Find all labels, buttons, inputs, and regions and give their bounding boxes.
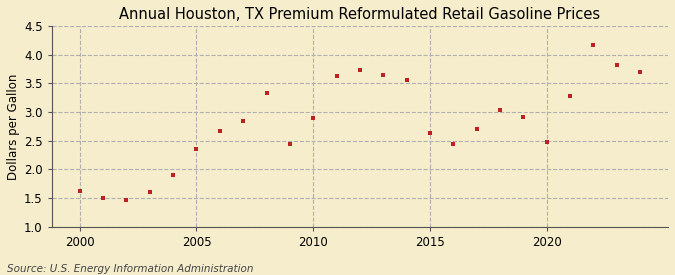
Point — [354, 68, 365, 72]
Point — [541, 140, 552, 145]
Point — [378, 73, 389, 77]
Point — [261, 91, 272, 95]
Point — [308, 116, 319, 120]
Point — [448, 142, 459, 146]
Point — [401, 78, 412, 82]
Point — [238, 119, 248, 123]
Point — [215, 129, 225, 133]
Point — [331, 74, 342, 79]
Point — [168, 172, 179, 177]
Point — [634, 70, 645, 74]
Y-axis label: Dollars per Gallon: Dollars per Gallon — [7, 73, 20, 180]
Text: Source: U.S. Energy Information Administration: Source: U.S. Energy Information Administ… — [7, 264, 253, 274]
Point — [144, 190, 155, 194]
Point — [564, 94, 575, 99]
Point — [284, 141, 295, 146]
Point — [74, 189, 85, 193]
Point — [471, 127, 482, 131]
Title: Annual Houston, TX Premium Reformulated Retail Gasoline Prices: Annual Houston, TX Premium Reformulated … — [119, 7, 601, 22]
Point — [425, 131, 435, 135]
Point — [495, 108, 506, 112]
Point — [518, 115, 529, 119]
Point — [98, 195, 109, 200]
Point — [612, 63, 622, 67]
Point — [121, 198, 132, 202]
Point — [588, 43, 599, 48]
Point — [191, 147, 202, 151]
